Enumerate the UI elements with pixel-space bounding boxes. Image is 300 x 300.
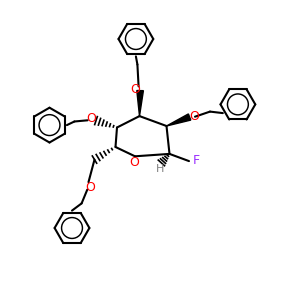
Text: O: O [130,82,140,96]
Text: F: F [193,154,200,167]
Text: O: O [85,181,95,194]
Text: O: O [189,110,199,123]
Text: O: O [87,112,96,125]
Polygon shape [137,91,143,116]
Text: H: H [156,164,164,174]
Polygon shape [167,114,191,126]
Text: O: O [130,156,139,170]
